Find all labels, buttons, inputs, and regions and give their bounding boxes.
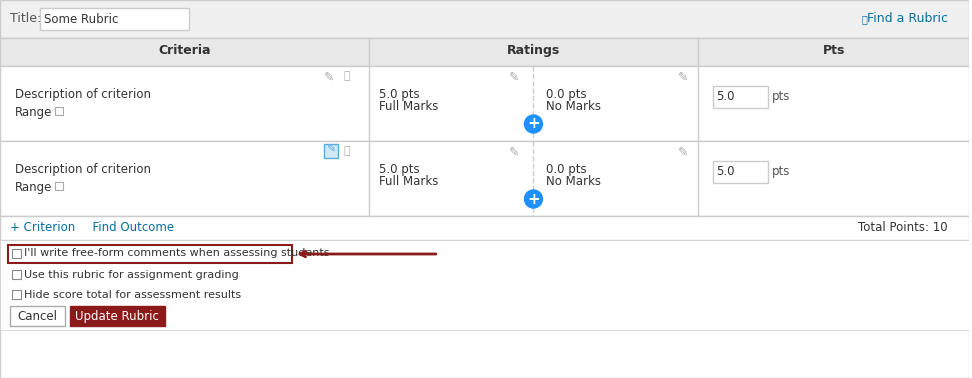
Text: Total Points: 10: Total Points: 10: [857, 221, 947, 234]
Bar: [8, 245, 293, 263]
Text: ✎: ✎: [508, 71, 519, 84]
Text: 5.0: 5.0: [716, 90, 735, 103]
Text: ✎: ✎: [326, 145, 335, 155]
Text: Description of criterion: Description of criterion: [15, 163, 151, 176]
Text: 5.0 pts: 5.0 pts: [379, 163, 420, 176]
Text: Title:: Title:: [10, 12, 41, 25]
Text: Find Outcome: Find Outcome: [85, 221, 174, 234]
Text: 🗑: 🗑: [344, 146, 351, 156]
Text: Use this rubric for assignment grading: Use this rubric for assignment grading: [24, 270, 239, 280]
Text: No Marks: No Marks: [546, 175, 602, 188]
Bar: [10, 306, 65, 326]
Text: Description of criterion: Description of criterion: [15, 88, 151, 101]
Text: 🗑: 🗑: [344, 71, 351, 81]
Text: No Marks: No Marks: [546, 100, 602, 113]
Bar: [712, 86, 768, 108]
Text: Find a Rubric: Find a Rubric: [867, 12, 949, 25]
Bar: [54, 107, 63, 115]
Bar: [12, 290, 21, 299]
Text: Range: Range: [15, 106, 52, 119]
Text: I'll write free-form comments when assessing students: I'll write free-form comments when asses…: [24, 248, 330, 258]
Text: 5.0: 5.0: [716, 165, 735, 178]
Bar: [40, 8, 190, 30]
Text: 0.0 pts: 0.0 pts: [546, 88, 587, 101]
Bar: [12, 249, 21, 258]
Text: ✎: ✎: [324, 71, 334, 84]
Bar: [0, 0, 969, 38]
Text: Cancel: Cancel: [17, 310, 57, 323]
Bar: [0, 141, 969, 216]
Bar: [324, 144, 338, 158]
Bar: [0, 216, 969, 240]
Text: Full Marks: Full Marks: [379, 100, 438, 113]
Text: Hide score total for assessment results: Hide score total for assessment results: [24, 290, 241, 300]
Bar: [70, 306, 164, 326]
Text: 5.0 pts: 5.0 pts: [379, 88, 420, 101]
Text: ✎: ✎: [678, 71, 688, 84]
Bar: [712, 161, 768, 183]
Bar: [0, 240, 969, 330]
Text: +: +: [527, 192, 539, 206]
Bar: [12, 270, 21, 279]
Text: pts: pts: [772, 90, 790, 103]
Text: Full Marks: Full Marks: [379, 175, 438, 188]
Circle shape: [525, 115, 542, 133]
Text: +: +: [527, 116, 539, 132]
Text: pts: pts: [772, 165, 790, 178]
Text: Update Rubric: Update Rubric: [75, 310, 158, 323]
Text: Ratings: Ratings: [506, 44, 560, 57]
Text: Pts: Pts: [822, 44, 845, 57]
Text: + Criterion: + Criterion: [10, 221, 75, 234]
Text: 🔍: 🔍: [861, 14, 867, 24]
Circle shape: [525, 190, 542, 208]
Text: 0.0 pts: 0.0 pts: [546, 163, 587, 176]
Bar: [0, 38, 969, 66]
Text: ✎: ✎: [678, 146, 688, 159]
Text: Some Rubric: Some Rubric: [44, 13, 119, 26]
Text: Range: Range: [15, 181, 52, 194]
Text: ✎: ✎: [508, 146, 519, 159]
Bar: [54, 182, 63, 190]
Bar: [0, 66, 969, 141]
Text: Criteria: Criteria: [158, 44, 211, 57]
